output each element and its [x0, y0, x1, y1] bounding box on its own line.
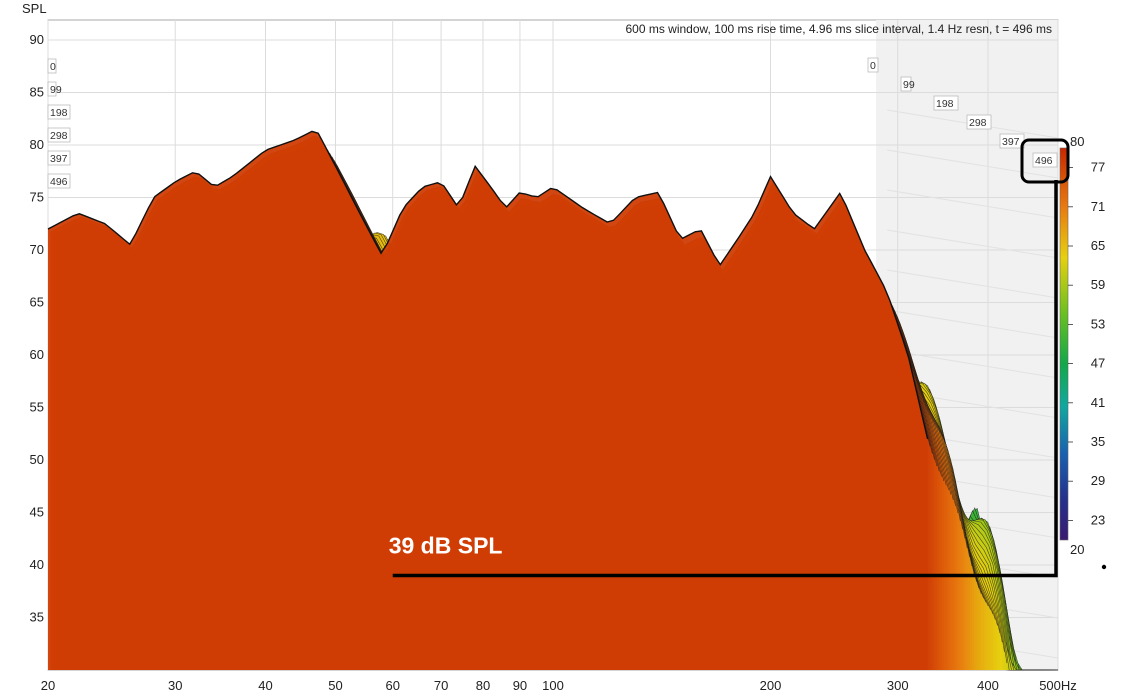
annotation-dot — [1101, 564, 1107, 570]
y-tick-label: 80 — [30, 137, 44, 152]
time-slice-label-left: 397 — [50, 153, 68, 165]
chart-title: 600 ms window, 100 ms rise time, 4.96 ms… — [625, 22, 1052, 36]
colorbar-tick-label: 20 — [1070, 542, 1084, 557]
x-tick-label: 100 — [542, 678, 564, 693]
x-tick-label: 70 — [434, 678, 448, 693]
time-slice-label-box-right — [900, 76, 912, 92]
x-tick-label: 20 — [41, 678, 55, 693]
x-tick-label: 500Hz — [1039, 678, 1077, 693]
annotation-highlight-box — [1020, 138, 1070, 184]
colorbar-tick-label: 80 — [1070, 134, 1084, 149]
y-tick-label: 55 — [30, 400, 44, 415]
perspective-gridline — [886, 349, 1059, 379]
x-tick-label: 200 — [760, 678, 782, 693]
time-slice-label-right: 397 — [1002, 136, 1020, 148]
colorbar-tick-label: 47 — [1091, 356, 1105, 371]
x-tick-label: 80 — [476, 678, 490, 693]
perspective-gridline — [886, 309, 1059, 339]
time-slice-label-box-left — [47, 173, 71, 189]
time-slice-label-right: 0 — [870, 60, 876, 72]
y-tick-label: 85 — [30, 85, 44, 100]
x-tick-label: 90 — [513, 678, 527, 693]
colorbar-tick-label: 71 — [1091, 199, 1105, 214]
colorbar-tick-label: 65 — [1091, 238, 1105, 253]
perspective-gridline — [886, 229, 1059, 259]
x-tick-label: 40 — [258, 678, 272, 693]
annotations: 39 dB SPL — [389, 138, 1107, 578]
time-slice-label-left: 298 — [50, 130, 68, 142]
y-tick-label: 50 — [30, 452, 44, 467]
time-slice-label-left: 0 — [50, 61, 56, 73]
colorbar: 80 77 71 65 59 53 47 41 35 29 23 20 — [1059, 134, 1105, 557]
colorbar-tick-label: 59 — [1091, 277, 1105, 292]
axes: 35 40 45 50 55 60 65 70 75 80 85 90 SPL 20 30 40 50 60 70 8… — [22, 1, 1077, 693]
y-axis-label: SPL — [22, 1, 47, 16]
time-slice-label-box-left — [47, 58, 57, 74]
y-tick-label: 90 — [30, 32, 44, 47]
time-slice-label-box-right — [1032, 152, 1058, 168]
time-slice-label-box-right — [966, 114, 992, 130]
time-slice-label-box-left — [47, 81, 57, 97]
x-tick-label: 60 — [385, 678, 399, 693]
time-slice-label-right: 99 — [903, 79, 915, 91]
time-slice-label-box-left — [47, 104, 71, 120]
colorbar-tick-label: 23 — [1091, 512, 1105, 527]
colorbar-tick-label: 29 — [1091, 473, 1105, 488]
front-slice-curve — [47, 130, 929, 440]
time-slice-label-left: 496 — [50, 176, 68, 188]
x-tick-label: 50 — [328, 678, 342, 693]
annotation-label: 39 dB SPL — [389, 533, 503, 559]
time-slice-label-box-left — [47, 150, 71, 166]
y-tick-label: 60 — [30, 347, 44, 362]
time-slice-label-right: 198 — [936, 98, 954, 110]
time-slice-label-box-right — [933, 95, 959, 111]
y-tick-label: 40 — [30, 557, 44, 572]
colorbar-tick-label: 53 — [1091, 316, 1105, 331]
y-tick-label: 75 — [30, 190, 44, 205]
annotation-leader-line — [392, 180, 1058, 578]
y-tick-label: 35 — [30, 610, 44, 625]
time-slice-label-right: 298 — [969, 117, 987, 129]
time-slice-label-left: 99 — [50, 84, 62, 96]
y-tick-label: 70 — [30, 242, 44, 257]
perspective-gridline — [886, 269, 1059, 299]
colorbar-tick-label: 35 — [1091, 434, 1105, 449]
y-tick-label: 65 — [30, 295, 44, 310]
time-slice-label-box-right — [867, 57, 879, 73]
surface-slice-fill — [48, 131, 928, 670]
perspective-gridline — [886, 189, 1059, 219]
perspective-gridline — [886, 149, 1059, 179]
x-tick-label: 30 — [168, 678, 182, 693]
x-tick-label: 400 — [977, 678, 999, 693]
time-slice-label-box-left — [47, 127, 71, 143]
colorbar-gradient — [1059, 147, 1069, 541]
x-tick-label: 300 — [887, 678, 909, 693]
waterfall-surface — [47, 130, 1058, 671]
time-slice-labels: 0 0 99 99 198 198 298 298 397 397 496 496 — [47, 57, 1058, 189]
time-slice-label-left: 198 — [50, 107, 68, 119]
time-slice-label-right: 496 — [1035, 155, 1053, 167]
colorbar-tick-label: 41 — [1091, 395, 1105, 410]
y-tick-label: 45 — [30, 505, 44, 520]
colorbar-tick-label: 77 — [1091, 160, 1105, 175]
